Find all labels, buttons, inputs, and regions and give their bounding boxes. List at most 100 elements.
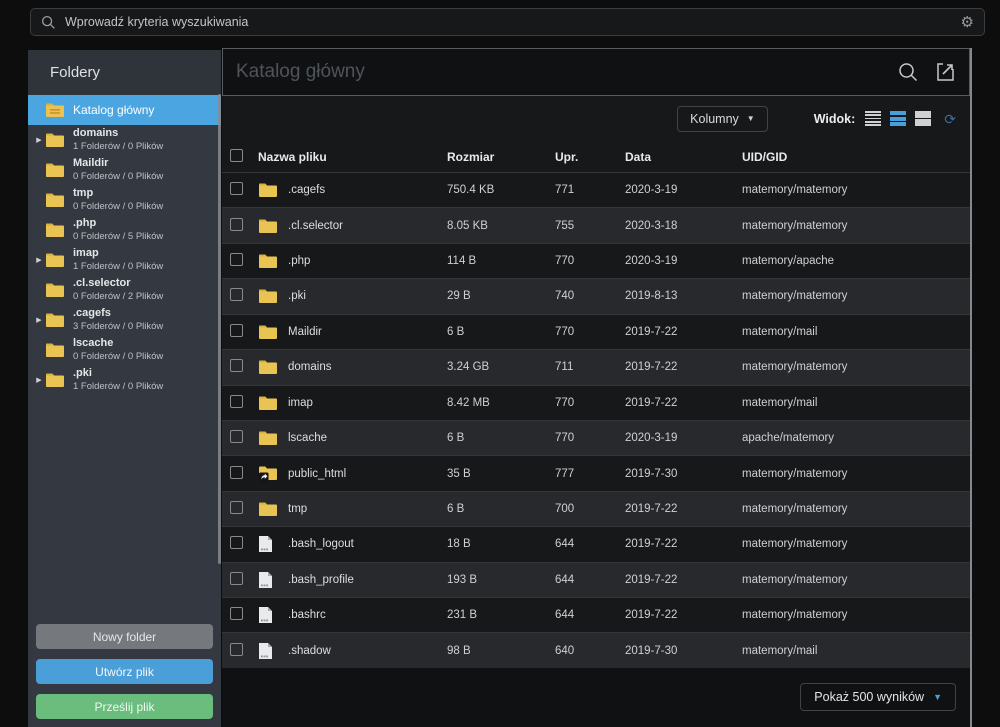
sidebar-folder-item[interactable]: Katalog główny — [28, 95, 221, 125]
table-row[interactable]: .shadow 98 B 640 2019-7-30 matemory/mail — [222, 632, 970, 668]
sidebar-folder-item[interactable]: .cl.selector 0 Folderów / 2 Plików — [28, 275, 221, 305]
file-name: lscache — [288, 432, 327, 445]
folder-icon — [45, 102, 67, 118]
sidebar-folder-item[interactable]: ▶ imap 1 Folderów / 0 Plików — [28, 245, 221, 275]
search-input[interactable] — [65, 15, 961, 29]
expander-icon[interactable]: ▶ — [36, 257, 42, 264]
sidebar-folder-item[interactable]: Maildir 0 Folderów / 0 Plików — [28, 155, 221, 185]
folder-name: .cagefs — [73, 307, 111, 320]
table-row[interactable]: .php 114 B 770 2020-3-19 matemory/apache — [222, 242, 970, 279]
file-size: 750.4 KB — [447, 184, 495, 197]
folder-icon — [45, 282, 67, 298]
folder-info: 1 Folderów / 0 Plików — [73, 380, 164, 392]
expander-icon[interactable]: ▶ — [36, 317, 42, 324]
file-permissions: 770 — [555, 396, 575, 409]
column-header-size[interactable]: Rozmiar — [447, 149, 495, 164]
table-toolbar: Kolumny ▼ Widok: ⟳ — [222, 96, 970, 141]
table-row[interactable]: domains 3.24 GB 711 2019-7-22 matemory/matem… — [222, 349, 970, 385]
folder-info: 0 Folderów / 0 Plików — [73, 200, 164, 212]
folder-name: domains — [73, 127, 119, 140]
expand-fullscreen-icon[interactable] — [934, 61, 956, 83]
table-row[interactable]: .bashrc 231 B 644 2019-7-22 matemory/matemor… — [222, 597, 970, 633]
folder-info: 0 Folderów / 2 Plików — [73, 290, 164, 302]
file-size: 8.42 MB — [447, 396, 490, 409]
table-row[interactable]: public_html 35 B 777 2019-7-30 matemory/mate… — [222, 455, 970, 491]
columns-dropdown-button[interactable]: Kolumny ▼ — [677, 105, 768, 132]
file-permissions: 770 — [555, 325, 575, 338]
column-header-uidgid[interactable]: UID/GID — [742, 149, 788, 164]
sidebar-folder-item[interactable]: lscache 0 Folderów / 0 Plików — [28, 335, 221, 365]
row-checkbox[interactable] — [230, 182, 243, 196]
folder-name: tmp — [73, 187, 94, 200]
view-large-icon[interactable] — [915, 111, 932, 126]
row-checkbox[interactable] — [230, 359, 243, 373]
main-scrollbar[interactable] — [970, 48, 972, 727]
table-row[interactable]: .pki 29 B 740 2019-8-13 matemory/matemory — [222, 278, 970, 314]
row-checkbox[interactable] — [230, 253, 243, 267]
file-table-body: .cagefs 750.4 KB 771 2020-3-19 matemory/mate… — [222, 172, 970, 668]
row-checkbox[interactable] — [230, 430, 243, 444]
sidebar-folder-item[interactable]: tmp 0 Folderów / 0 Plików — [28, 185, 221, 215]
folder-info: 0 Folderów / 0 Plików — [73, 170, 164, 182]
row-checkbox[interactable] — [230, 501, 243, 514]
file-uidgid: matemory/matemory — [742, 503, 848, 515]
table-row[interactable]: .bash_profile 193 B 644 2019-7-22 matemory/m… — [222, 561, 970, 598]
table-row[interactable]: .cagefs 750.4 KB 771 2020-3-19 matemory/mate… — [222, 172, 970, 208]
table-row[interactable]: .bash_logout 18 B 644 2019-7-22 matemory/mat… — [222, 526, 970, 562]
file-date: 2019-7-30 — [625, 644, 678, 657]
row-checkbox[interactable] — [230, 607, 243, 621]
create-file-button[interactable]: Utwórz plik — [36, 659, 213, 684]
file-icon — [258, 571, 278, 589]
new-folder-button[interactable]: Nowy folder — [36, 624, 213, 649]
table-row[interactable]: .cl.selector 8.05 KB 755 2020-3-18 matemory/… — [222, 207, 970, 243]
select-all-checkbox[interactable] — [230, 148, 243, 162]
row-checkbox[interactable] — [230, 571, 243, 585]
file-size: 98 B — [447, 644, 471, 657]
folder-icon — [45, 342, 67, 358]
view-compact-icon[interactable] — [865, 111, 882, 126]
sidebar-folder-item[interactable]: ▶ .pki 1 Folderów / 0 Plików — [28, 365, 221, 395]
row-checkbox[interactable] — [230, 642, 243, 656]
refresh-icon[interactable]: ⟳ — [944, 110, 956, 127]
file-name: .bash_logout — [288, 538, 354, 551]
folder-name: Katalog główny — [73, 102, 155, 117]
row-checkbox[interactable] — [230, 465, 243, 479]
row-checkbox[interactable] — [230, 217, 243, 231]
table-search-icon[interactable] — [897, 61, 919, 83]
sidebar-folder-item[interactable]: .php 0 Folderów / 5 Plików — [28, 215, 221, 245]
row-checkbox[interactable] — [230, 323, 243, 337]
folder-info: 3 Folderów / 0 Plików — [73, 320, 164, 332]
file-uidgid: matemory/matemory — [742, 573, 848, 586]
upload-file-button[interactable]: Prześlij plik — [36, 694, 213, 719]
folder-name: Maildir — [73, 157, 109, 170]
table-footer: Pokaż 500 wyników ▼ — [222, 667, 970, 727]
table-row[interactable]: tmp 6 B 700 2019-7-22 matemory/matemory — [222, 490, 970, 527]
folder-icon — [258, 501, 278, 517]
gear-icon[interactable]: ⚙ — [960, 13, 974, 31]
file-date: 2019-7-22 — [625, 396, 678, 409]
table-row[interactable]: imap 8.42 MB 770 2019-7-22 matemory/mail — [222, 384, 970, 420]
expander-icon[interactable]: ▶ — [36, 377, 42, 384]
file-permissions: 700 — [555, 503, 575, 515]
column-header-date[interactable]: Data — [625, 149, 652, 164]
column-header-perm[interactable]: Upr. — [555, 149, 579, 164]
sidebar-scrollbar[interactable] — [218, 94, 221, 564]
view-list-icon[interactable] — [890, 111, 907, 126]
results-count-dropdown[interactable]: Pokaż 500 wyników ▼ — [800, 683, 956, 712]
row-checkbox[interactable] — [230, 288, 243, 302]
row-checkbox[interactable] — [230, 394, 243, 408]
file-icon — [258, 642, 278, 660]
file-permissions: 644 — [555, 609, 575, 622]
file-date: 2020-3-19 — [625, 255, 678, 268]
column-header-name[interactable]: Nazwa pliku — [258, 149, 327, 164]
table-row[interactable]: Maildir 6 B 770 2019-7-22 matemory/mail — [222, 313, 970, 350]
results-count-label: Pokaż 500 wyników — [814, 690, 925, 705]
file-size: 3.24 GB — [447, 361, 490, 374]
global-search-bar[interactable]: ⚙ — [30, 8, 985, 36]
sidebar-folder-item[interactable]: ▶ domains 1 Folderów / 0 Plików — [28, 125, 221, 155]
table-row[interactable]: lscache 6 B 770 2020-3-19 apache/matemory — [222, 419, 970, 456]
sidebar-folder-item[interactable]: ▶ .cagefs 3 Folderów / 0 Plików — [28, 305, 221, 335]
expander-icon[interactable]: ▶ — [36, 137, 42, 144]
row-checkbox[interactable] — [230, 536, 243, 550]
file-name: .cl.selector — [288, 219, 343, 232]
